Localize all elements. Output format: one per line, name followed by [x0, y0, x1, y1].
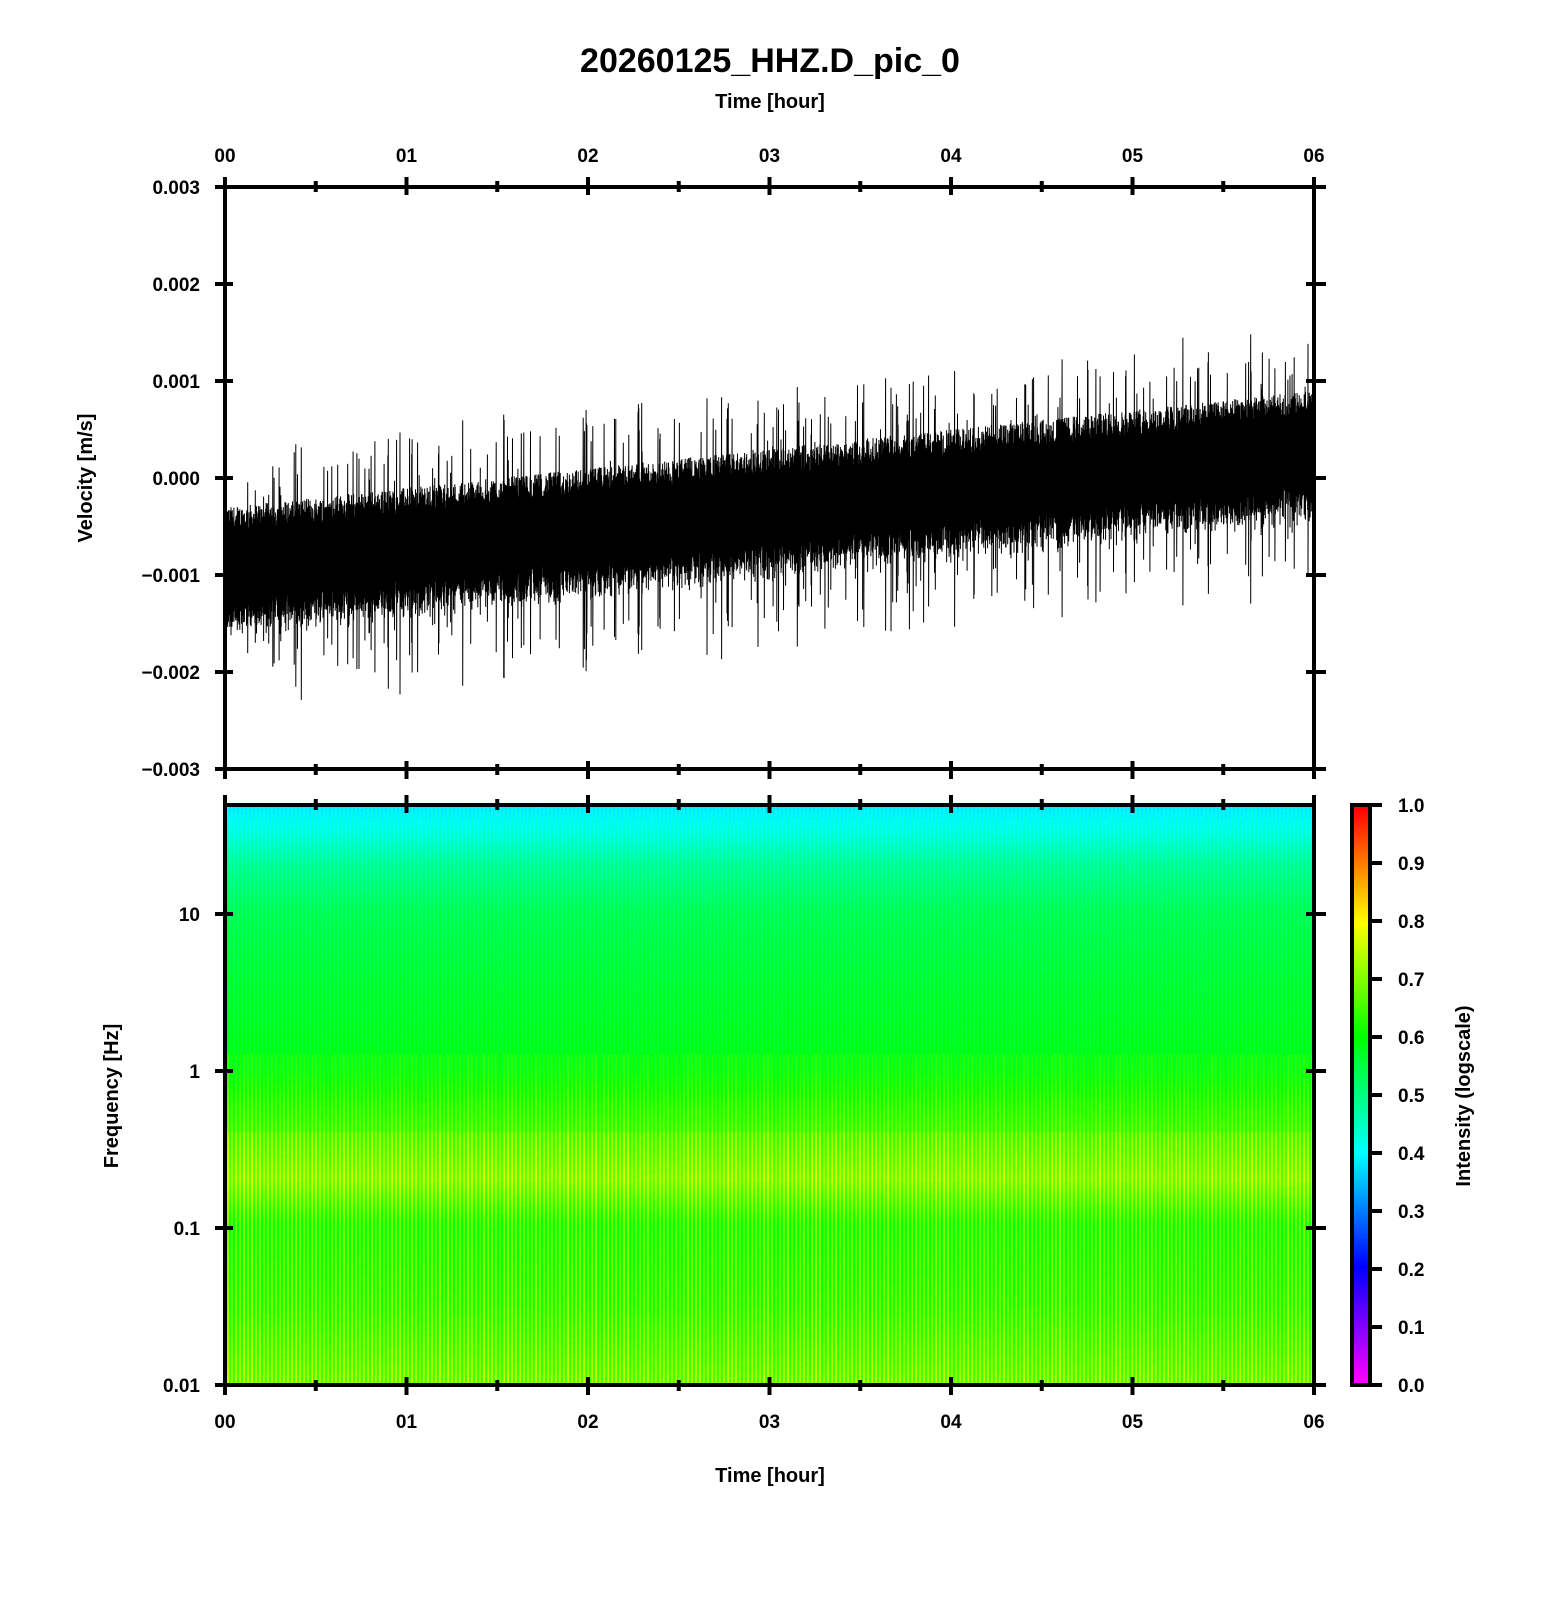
colorbar-tick-label: 0.5 — [1398, 1086, 1425, 1107]
waveform-line — [225, 334, 1314, 700]
colorbar-tick-label: 1.0 — [1398, 796, 1424, 817]
top-x-axis-label: Time [hour] — [715, 91, 825, 113]
bottom-x-axis-label: Time [hour] — [715, 1465, 825, 1487]
velocity-y-axis-label: Velocity [m/s] — [75, 414, 97, 543]
top-x-tick-label: 03 — [759, 146, 780, 167]
spectrogram-image — [227, 807, 1312, 1383]
velocity-y-tick-label: −0.003 — [141, 760, 200, 781]
colorbar-tick-label: 0.6 — [1398, 1028, 1424, 1049]
colorbar-tick-label: 0.9 — [1398, 854, 1424, 875]
velocity-y-tick-label: 0.000 — [152, 469, 200, 490]
colorbar-tick-label: 0.2 — [1398, 1260, 1424, 1281]
frequency-y-tick-label: 0.01 — [163, 1376, 200, 1397]
bottom-x-tick-label: 06 — [1303, 1412, 1324, 1433]
colorbar-tick-label: 0.8 — [1398, 912, 1424, 933]
velocity-y-tick-label: −0.001 — [141, 566, 200, 587]
top-x-tick-label: 02 — [577, 146, 598, 167]
colorbar-tick-label: 0.4 — [1398, 1144, 1425, 1165]
chart-title: 20260125_HHZ.D_pic_0 — [580, 42, 960, 80]
velocity-y-tick-label: 0.003 — [152, 178, 200, 199]
bottom-x-tick-label: 00 — [214, 1412, 235, 1433]
velocity-y-tick-label: −0.002 — [141, 663, 200, 684]
top-x-tick-label: 06 — [1303, 146, 1324, 167]
bottom-x-tick-label: 01 — [396, 1412, 418, 1433]
frequency-y-tick-label: 0.1 — [174, 1219, 201, 1240]
colorbar-label: Intensity (logscale) — [1453, 1005, 1475, 1186]
top-x-tick-label: 05 — [1122, 146, 1144, 167]
colorbar-tick-label: 0.0 — [1398, 1376, 1424, 1397]
colorbar-tick-label: 0.7 — [1398, 970, 1424, 991]
frequency-y-tick-label: 1 — [189, 1062, 200, 1083]
top-x-tick-label: 00 — [214, 146, 235, 167]
top-x-tick-label: 01 — [396, 146, 418, 167]
colorbar-tick-label: 0.3 — [1398, 1202, 1424, 1223]
waveform-series — [225, 334, 1314, 700]
frequency-y-axis-label: Frequency [Hz] — [101, 1024, 123, 1168]
colorbar-frame — [1350, 803, 1372, 1387]
bottom-x-tick-label: 03 — [759, 1412, 780, 1433]
frequency-y-tick-label: 10 — [179, 905, 200, 926]
bottom-x-tick-label: 05 — [1122, 1412, 1144, 1433]
top-x-tick-label: 04 — [940, 146, 962, 167]
velocity-y-tick-label: 0.001 — [152, 372, 200, 393]
velocity-y-tick-label: 0.002 — [152, 275, 200, 296]
bottom-x-tick-label: 04 — [940, 1412, 962, 1433]
spectrogram-frame — [223, 803, 1316, 1387]
colorbar-gradient — [1354, 807, 1368, 1383]
bottom-x-tick-label: 02 — [577, 1412, 598, 1433]
colorbar-tick-label: 0.1 — [1398, 1318, 1425, 1339]
